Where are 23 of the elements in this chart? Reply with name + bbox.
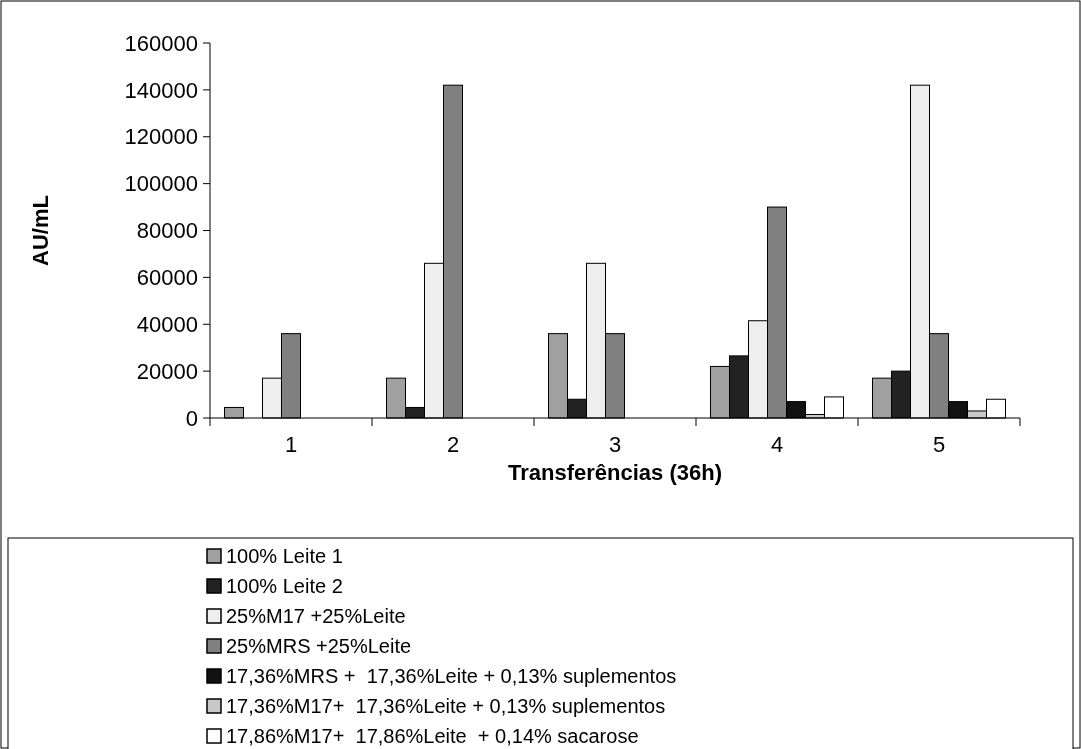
x-tick-label: 3 bbox=[608, 432, 622, 457]
y-tick-label: 100000 bbox=[124, 171, 198, 197]
y-tick-label: 60000 bbox=[136, 265, 198, 291]
x-axis-title: Transferências (36h) bbox=[508, 460, 722, 485]
legend-label: 25%MRS +25%Leite bbox=[226, 635, 412, 657]
legend-label: 17,86%M17+ 17,86%Leite + 0,14% sacarose bbox=[226, 725, 639, 747]
y-tick-label: 160000 bbox=[124, 30, 198, 56]
y-tick-label: 80000 bbox=[136, 218, 198, 244]
y-tick-label: 120000 bbox=[124, 124, 198, 150]
y-tick-label: 0 bbox=[185, 405, 198, 431]
x-tick-label: 4 bbox=[770, 432, 784, 457]
y-tick-label: 140000 bbox=[124, 77, 198, 103]
x-tick-label: 1 bbox=[284, 432, 298, 457]
legend-label: 17,36%M17+ 17,36%Leite + 0,13% suplementos bbox=[226, 695, 666, 717]
legend-label: 25%M17 +25%Leite bbox=[226, 605, 406, 627]
x-tick-label: 5 bbox=[932, 432, 946, 457]
legend-label: 100% Leite 2 bbox=[226, 575, 343, 597]
y-axis-title: AU/mL bbox=[28, 195, 53, 266]
x-tick-label: 2 bbox=[446, 432, 460, 457]
legend-label: 17,36%MRS + 17,36%Leite + 0,13% suplementos bbox=[226, 665, 677, 687]
y-tick-label: 20000 bbox=[136, 358, 198, 384]
y-tick-label: 40000 bbox=[136, 311, 198, 337]
legend-label: 100% Leite 1 bbox=[226, 545, 343, 567]
